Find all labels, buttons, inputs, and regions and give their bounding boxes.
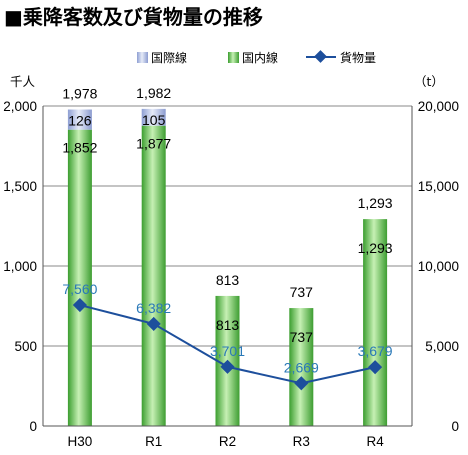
left-axis-tick-label: 500 (14, 339, 37, 354)
axis-layer: 0 500 1,000 1,500 2,000 0 5,000 10,000 15,000 20,… (3, 99, 459, 449)
total-label: 1,982 (136, 85, 171, 101)
right-axis-tick-label: 10,000 (418, 259, 459, 274)
legend-swatch-international (137, 52, 148, 63)
left-axis-tick-label: 1,000 (3, 259, 37, 274)
cargo-value-label: 3,701 (210, 343, 245, 359)
domestic-value-label: 813 (216, 317, 240, 333)
domestic-value-label: 1,877 (136, 136, 171, 152)
x-axis-tick-label: H30 (68, 434, 93, 449)
cargo-marker (146, 316, 161, 331)
legend-swatch-domestic (228, 52, 239, 63)
left-axis-tick-label: 2,000 (3, 99, 37, 114)
cargo-marker (294, 376, 309, 391)
bars-layer (67, 108, 388, 427)
international-value-label: 126 (68, 113, 92, 129)
cargo-value-label: 3,679 (358, 343, 393, 359)
international-value-label: 105 (142, 112, 166, 128)
bar-international (67, 109, 92, 130)
total-label: 1,293 (358, 195, 393, 211)
right-axis-tick-label: 5,000 (425, 339, 459, 354)
bar-domestic (67, 129, 92, 426)
chart-title: ■乗降客数及び貨物量の推移 (4, 5, 263, 29)
bar-domestic (363, 219, 388, 426)
legend-label-domestic: 国内線 (242, 50, 278, 65)
cargo-marker (368, 360, 383, 375)
domestic-value-label: 737 (290, 329, 314, 345)
legend-label-cargo: 貨物量 (340, 50, 376, 65)
x-axis-tick-label: R2 (219, 434, 236, 449)
left-axis-tick-label: 0 (29, 419, 37, 434)
cargo-marker (72, 297, 87, 313)
total-label: 737 (290, 284, 314, 300)
legend: 国際線 国内線 貨物量 (137, 50, 376, 65)
total-label: 813 (216, 272, 240, 288)
labels-layer: 1,978 126 1,852 7,560 1,982 105 1,877 6,382 813 8… (62, 85, 392, 375)
cargo-value-label: 7,560 (62, 281, 97, 297)
x-axis-tick-label: R4 (366, 434, 384, 449)
domestic-value-label: 1,293 (358, 240, 393, 256)
line-layer (72, 297, 383, 391)
left-axis-tick-label: 1,500 (3, 179, 37, 194)
right-axis-tick-label: 0 (451, 419, 459, 434)
cargo-value-label: 2,669 (284, 359, 319, 375)
cargo-marker (220, 359, 235, 374)
bar-international (141, 108, 166, 126)
x-axis-tick-label: R3 (293, 434, 310, 449)
right-axis-unit: （t） (414, 74, 444, 89)
domestic-value-label: 1,852 (62, 140, 97, 156)
bar-domestic (289, 308, 314, 426)
cargo-value-label: 6,382 (136, 300, 171, 316)
right-axis-tick-label: 20,000 (418, 99, 459, 114)
legend-marker-cargo (314, 50, 327, 63)
total-label: 1,978 (62, 86, 97, 102)
right-axis-tick-label: 15,000 (418, 179, 459, 194)
left-axis-unit: 千人 (10, 74, 36, 89)
x-axis-tick-label: R1 (145, 434, 162, 449)
bar-domestic (141, 125, 166, 427)
legend-label-international: 国際線 (151, 50, 187, 65)
